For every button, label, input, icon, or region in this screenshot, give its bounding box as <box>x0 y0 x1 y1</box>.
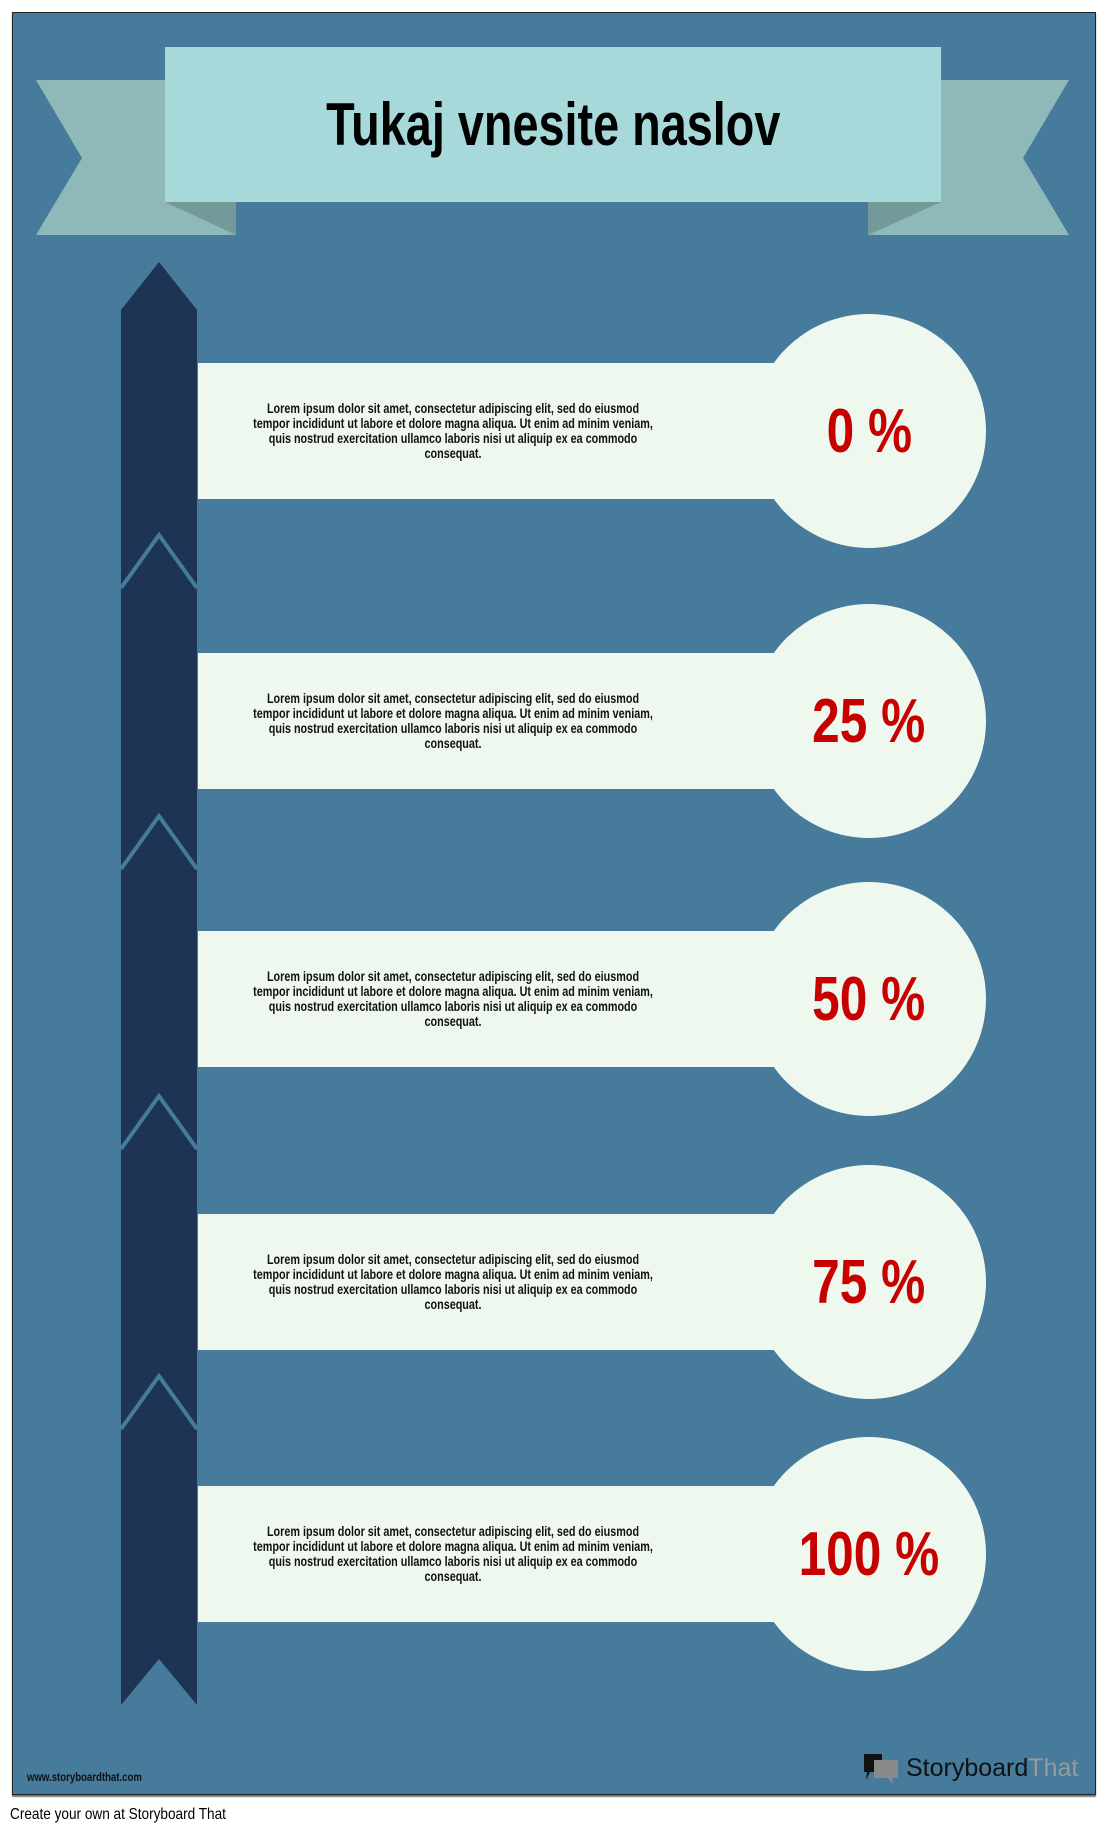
step-card <box>198 653 788 789</box>
storyboardthat-logo: Storyboard That <box>862 1752 1078 1784</box>
percent-value[interactable]: 25 % <box>812 686 926 756</box>
percent-label: 50 % <box>752 882 986 1116</box>
timeline-arrow-column <box>121 262 197 1705</box>
chevron-divider <box>119 1092 199 1151</box>
percent-circle <box>752 314 986 548</box>
step-text[interactable]: Lorem ipsum dolor sit amet, consectetur … <box>253 401 653 461</box>
step-text-box[interactable]: Lorem ipsum dolor sit amet, consectetur … <box>198 931 708 1067</box>
footer-link[interactable]: Create your own at Storyboard That <box>10 1806 226 1823</box>
title-text[interactable]: Tukaj vnesite naslov <box>325 91 781 158</box>
logo-text-storyboard: Storyboard <box>906 1753 1029 1782</box>
percent-value[interactable]: 75 % <box>812 1247 926 1317</box>
chevron-divider <box>119 531 199 590</box>
chevron-divider <box>119 812 199 871</box>
step-text-box[interactable]: Lorem ipsum dolor sit amet, consectetur … <box>198 1214 708 1350</box>
title-banner <box>165 47 941 202</box>
percent-circle <box>752 604 986 838</box>
percent-value[interactable]: 100 % <box>798 1519 940 1589</box>
step-text-box[interactable]: Lorem ipsum dolor sit amet, consectetur … <box>198 363 708 499</box>
watermark-url: www.storyboardthat.com <box>27 1770 142 1784</box>
step-text-box[interactable]: Lorem ipsum dolor sit amet, consectetur … <box>198 1486 708 1622</box>
percent-label: 75 % <box>752 1165 986 1399</box>
percent-circle <box>752 1165 986 1399</box>
right-ribbon-fold <box>868 202 941 235</box>
percent-circle <box>752 882 986 1116</box>
step-card <box>198 363 788 499</box>
left-ribbon-fold <box>165 202 236 235</box>
percent-value[interactable]: 0 % <box>826 396 912 466</box>
chevron-divider <box>119 1372 199 1431</box>
speech-bubbles-icon <box>864 1754 898 1784</box>
percent-label: 100 % <box>752 1437 986 1671</box>
step-card <box>198 1486 788 1622</box>
step-text[interactable]: Lorem ipsum dolor sit amet, consectetur … <box>253 1252 653 1312</box>
step-text[interactable]: Lorem ipsum dolor sit amet, consectetur … <box>253 1524 653 1584</box>
logo-text-that: That <box>1028 1753 1079 1782</box>
step-card <box>198 1214 788 1350</box>
percent-label: 0 % <box>752 314 986 548</box>
page-title[interactable]: Tukaj vnesite naslov <box>165 47 941 202</box>
step-card <box>198 931 788 1067</box>
percent-value[interactable]: 50 % <box>812 964 926 1034</box>
step-text-box[interactable]: Lorem ipsum dolor sit amet, consectetur … <box>198 653 708 789</box>
step-text[interactable]: Lorem ipsum dolor sit amet, consectetur … <box>253 691 653 751</box>
percent-circle <box>752 1437 986 1671</box>
percent-label: 25 % <box>752 604 986 838</box>
step-text[interactable]: Lorem ipsum dolor sit amet, consectetur … <box>253 969 653 1029</box>
